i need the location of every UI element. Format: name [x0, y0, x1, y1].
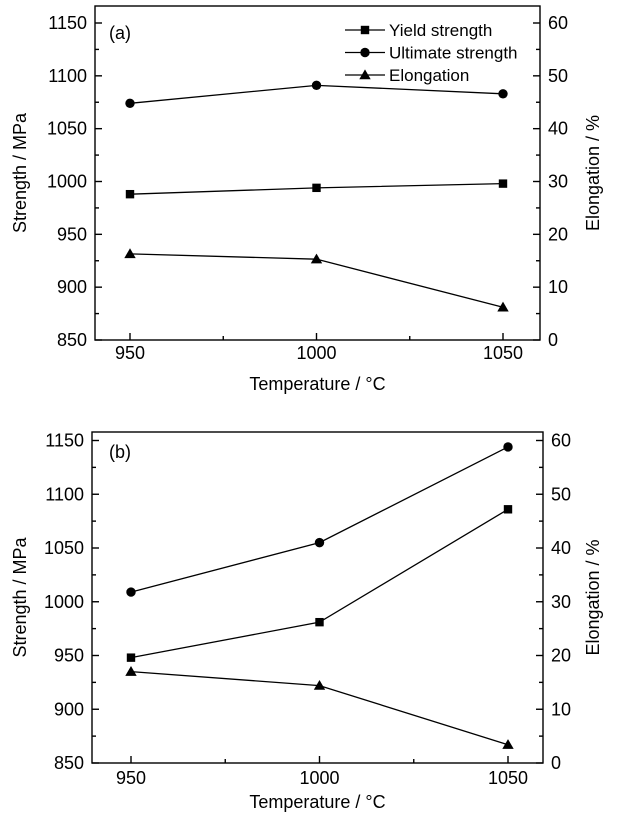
y-right-tick-label: 0 — [548, 330, 558, 350]
series-marker-elongation — [124, 248, 136, 259]
legend-label-elongation: Elongation — [389, 66, 469, 85]
x-axis-title: Temperature / °C — [249, 374, 385, 394]
y-right-tick-label: 10 — [548, 277, 568, 297]
series-marker-yield-strength — [312, 183, 321, 193]
y-left-tick-label: 900 — [54, 699, 84, 719]
x-tick-label: 1000 — [296, 343, 336, 363]
y-right-tick-label: 0 — [551, 753, 561, 773]
series-marker-elongation — [313, 680, 326, 690]
y-right-tick-label: 40 — [548, 119, 568, 139]
chart-panel-b: 850 900 950 1000 1050 1100 1150 0 10 20 30 40 50 60 95… — [10, 431, 603, 813]
y-right-tick-label: 40 — [551, 538, 571, 558]
series-line-ultimate-strength — [130, 446, 509, 593]
series-marker-elongation — [125, 666, 137, 676]
y-right-tick-label: 60 — [551, 431, 571, 451]
series-marker-ultimate-strength — [503, 442, 513, 452]
y-right-tick-label: 30 — [551, 592, 571, 612]
series-marker-ultimate-strength — [126, 587, 136, 597]
y-left-tick-label: 850 — [54, 753, 84, 773]
y-right-tick-label: 10 — [551, 699, 571, 719]
series-marker-elongation — [497, 301, 509, 312]
plot-frame — [94, 5, 541, 341]
x-tick-label: 1050 — [483, 343, 523, 363]
legend-label-ultimate-strength: Ultimate strength — [389, 44, 518, 63]
y-right-tick-label: 60 — [548, 13, 568, 33]
series-marker-yield-strength — [315, 617, 324, 627]
y-right-tick-label: 20 — [548, 224, 568, 244]
y-axis-title-left: Strength / MPa — [10, 536, 30, 657]
series-marker-ultimate-strength — [498, 89, 508, 99]
y-left-tick-label: 1100 — [48, 66, 87, 86]
y-right-tick-label: 50 — [548, 66, 568, 86]
legend-marker-yield-strength — [360, 25, 370, 35]
y-left-tick-label: 1100 — [45, 484, 84, 504]
y-axis-title-right: Elongation / % — [583, 539, 603, 655]
chart-panel-a: 850 900 950 1000 1050 1100 1150 0 10 20 30 40 50 60 95… — [10, 5, 603, 394]
y-left-tick-label: 850 — [57, 330, 87, 350]
legend-marker-ultimate-strength — [360, 47, 370, 58]
y-left-tick-label: 1150 — [48, 13, 87, 33]
y-left-tick-label: 1000 — [44, 592, 84, 612]
y-axis-title-left: Strength / MPa — [10, 112, 30, 233]
series-marker-yield-strength — [126, 653, 136, 662]
series-marker-yield-strength — [498, 179, 508, 188]
x-tick-label: 950 — [116, 768, 146, 788]
series-marker-elongation — [502, 739, 514, 749]
plot-frame — [91, 431, 544, 764]
y-axis-title-right: Elongation / % — [583, 115, 603, 231]
x-axis-title: Temperature / °C — [249, 792, 385, 812]
y-left-tick-label: 900 — [57, 277, 87, 297]
y-right-tick-label: 30 — [548, 172, 568, 192]
x-tick-label: 1000 — [299, 768, 339, 788]
legend-label-yield-strength: Yield strength — [389, 21, 492, 40]
series-marker-elongation — [310, 253, 323, 264]
y-right-tick-label: 20 — [551, 646, 571, 666]
y-left-tick-label: 950 — [54, 646, 84, 666]
x-tick-label: 950 — [115, 343, 145, 363]
y-left-tick-label: 1150 — [45, 431, 84, 451]
series-line-yield-strength — [130, 508, 509, 659]
y-left-tick-label: 950 — [57, 224, 87, 244]
series-marker-ultimate-strength — [311, 80, 322, 91]
series-marker-yield-strength — [125, 189, 135, 199]
y-right-tick-label: 50 — [551, 484, 571, 504]
panel-label: (b) — [109, 442, 131, 462]
legend-marker-elongation — [359, 69, 371, 80]
y-left-tick-label: 1050 — [47, 119, 87, 139]
panel-label: (a) — [109, 23, 131, 43]
y-left-tick-label: 1050 — [44, 538, 84, 558]
series-marker-ultimate-strength — [314, 537, 325, 548]
series-marker-yield-strength — [503, 505, 513, 514]
x-tick-label: 1050 — [488, 768, 528, 788]
y-left-tick-label: 1000 — [47, 172, 87, 192]
series-marker-ultimate-strength — [125, 98, 135, 109]
